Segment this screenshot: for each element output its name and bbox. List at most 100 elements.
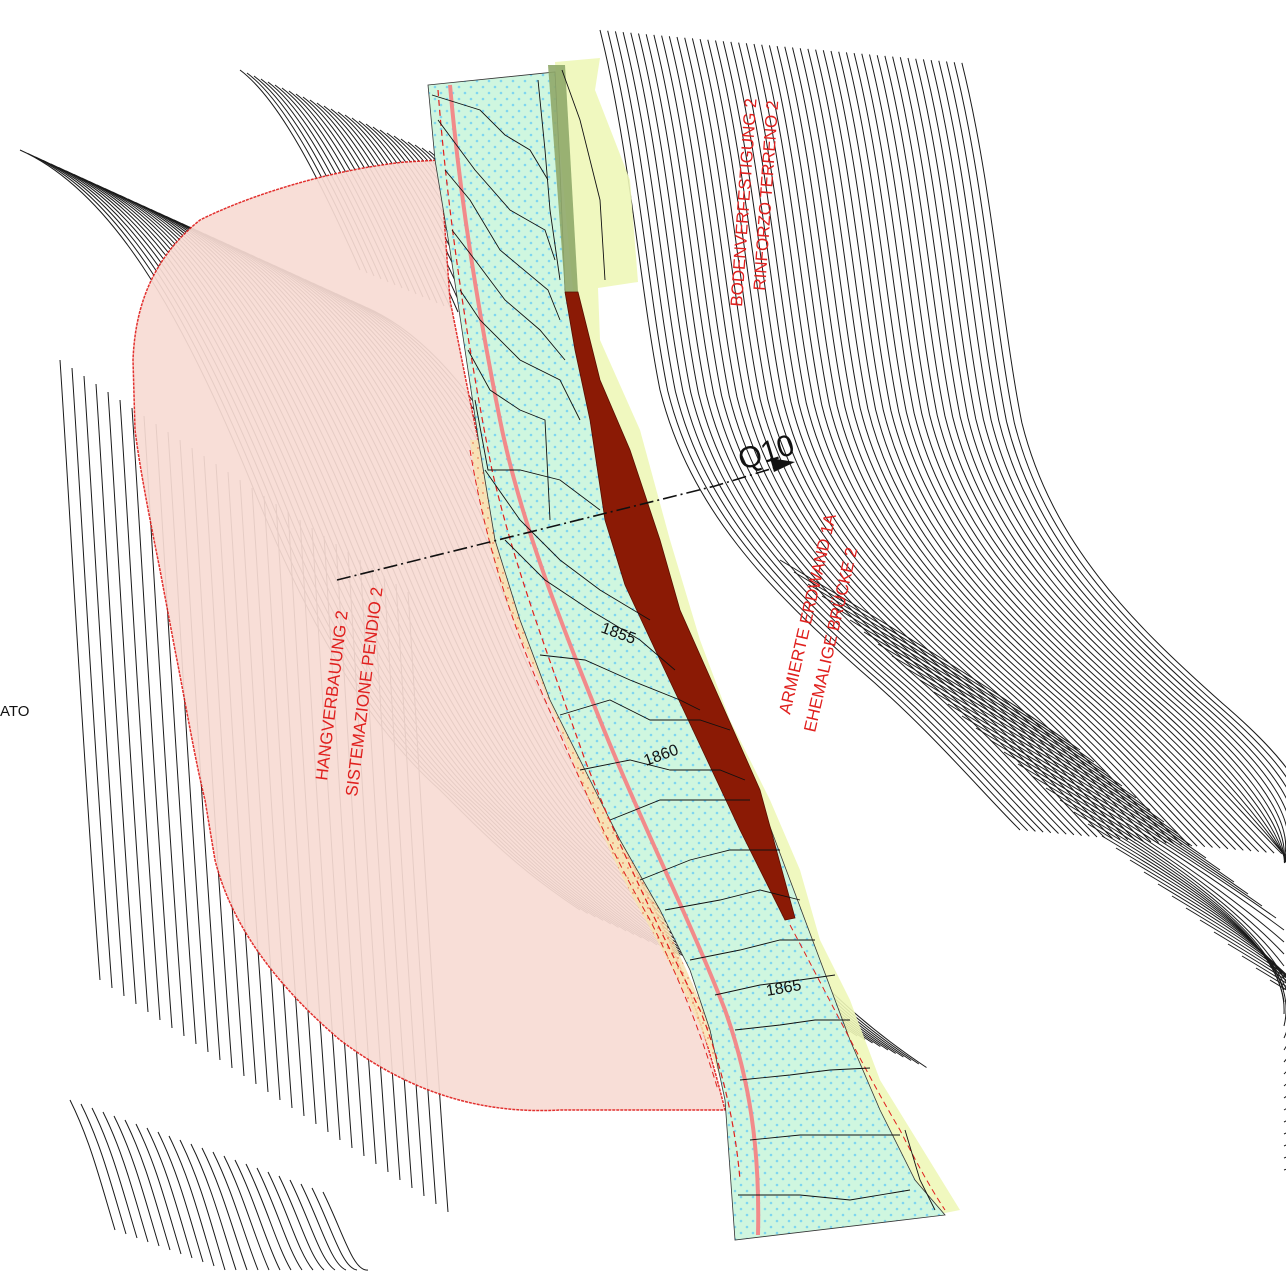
partial-label: ATO bbox=[0, 703, 29, 720]
contour-line bbox=[1003, 751, 1285, 943]
contour-line bbox=[1115, 847, 1286, 1039]
contour-line bbox=[146, 1127, 193, 1259]
contour-line bbox=[653, 34, 1075, 836]
contour-line bbox=[947, 703, 1249, 895]
contour-line bbox=[95, 383, 137, 1005]
contour-line bbox=[638, 33, 1059, 834]
contour-line bbox=[223, 1155, 270, 1271]
contour-line bbox=[891, 655, 1193, 847]
contour-line bbox=[869, 54, 1285, 855]
contour-line bbox=[1213, 931, 1286, 1123]
contour-line bbox=[607, 30, 1029, 832]
contour-line bbox=[961, 715, 1263, 907]
contour-line bbox=[922, 59, 1286, 860]
contour-line bbox=[845, 52, 1267, 853]
road-internal-contours bbox=[431, 69, 936, 1211]
contour-line bbox=[311, 1187, 358, 1271]
contour-line bbox=[124, 1119, 171, 1251]
contour-line bbox=[946, 61, 1286, 862]
contour-line bbox=[989, 739, 1285, 931]
contour-line bbox=[961, 62, 1286, 864]
drainage-strip bbox=[548, 65, 578, 292]
contour-line bbox=[849, 619, 1151, 811]
contour-line bbox=[1031, 775, 1285, 967]
contour-line bbox=[300, 1183, 347, 1271]
verge-zone bbox=[555, 58, 960, 1215]
contour-line bbox=[730, 41, 1152, 843]
contour-line bbox=[919, 679, 1221, 871]
contour-line bbox=[1185, 907, 1286, 1099]
contour-line bbox=[212, 1151, 259, 1271]
contour-line bbox=[102, 1111, 149, 1243]
contour-line bbox=[768, 45, 1190, 846]
elevation-label: 1865 bbox=[765, 977, 803, 1000]
contour-line bbox=[738, 42, 1159, 843]
contour-line bbox=[1255, 967, 1286, 1159]
contour-line bbox=[779, 559, 1081, 751]
contour-line bbox=[822, 50, 1244, 851]
contour-line bbox=[661, 35, 1082, 836]
contour-line bbox=[1227, 943, 1286, 1135]
contour-line bbox=[1087, 823, 1285, 1015]
contour-line bbox=[821, 595, 1123, 787]
contour-line bbox=[80, 1103, 127, 1235]
contour-line bbox=[1157, 883, 1286, 1075]
contour-line bbox=[699, 38, 1121, 840]
contour-line bbox=[861, 53, 1283, 855]
contour-line bbox=[884, 55, 1285, 857]
road-axis bbox=[448, 84, 761, 1236]
contour-line bbox=[201, 1147, 248, 1271]
contour-line bbox=[722, 41, 1144, 842]
contour-line bbox=[71, 367, 113, 989]
contour-line bbox=[168, 1135, 215, 1267]
contour-line bbox=[975, 727, 1277, 919]
contour-line bbox=[322, 1191, 369, 1271]
contour-line bbox=[815, 49, 1236, 850]
contour-line bbox=[190, 1143, 237, 1271]
road-edge-dashed bbox=[789, 924, 946, 1211]
contour-line bbox=[245, 1163, 292, 1271]
contour-line bbox=[119, 399, 161, 1021]
contour-line bbox=[91, 1107, 138, 1239]
contour-line bbox=[938, 60, 1286, 862]
contour-line bbox=[69, 1099, 116, 1231]
contour-line bbox=[267, 1171, 314, 1271]
section-label: Q10 bbox=[734, 429, 798, 477]
contour-line bbox=[278, 1175, 325, 1271]
contour-line bbox=[899, 57, 1285, 858]
contour-line bbox=[113, 1115, 160, 1247]
contour-line bbox=[876, 55, 1285, 856]
road-edge-dashed bbox=[469, 449, 719, 1091]
contour-line bbox=[707, 39, 1129, 841]
contour-line bbox=[784, 46, 1206, 848]
contour-line bbox=[131, 407, 173, 1029]
contour-line bbox=[157, 1131, 204, 1263]
contour-line bbox=[793, 571, 1095, 763]
contour-line bbox=[1017, 763, 1285, 955]
contour-line bbox=[234, 1159, 281, 1271]
contour-line bbox=[289, 1179, 336, 1271]
contour-line bbox=[930, 59, 1286, 861]
embankment-zone bbox=[470, 440, 740, 1110]
contour-line bbox=[59, 359, 101, 981]
contour-line bbox=[953, 62, 1286, 863]
contour-line bbox=[838, 51, 1260, 853]
contour-line bbox=[256, 1167, 303, 1271]
contour-line bbox=[799, 48, 1221, 849]
contour-line bbox=[1171, 895, 1286, 1087]
road-edge-dashed bbox=[437, 89, 741, 1181]
contour-line bbox=[830, 50, 1252, 852]
contour-line bbox=[135, 1123, 182, 1255]
contour-line bbox=[933, 691, 1235, 883]
section-arrow-icon bbox=[770, 458, 795, 472]
contour-line bbox=[905, 667, 1207, 859]
contour-line bbox=[1199, 919, 1286, 1111]
contour-line bbox=[915, 58, 1286, 859]
contour-line bbox=[622, 31, 1044, 833]
contour-line bbox=[1045, 787, 1285, 979]
reinforced-earth-wall bbox=[564, 291, 796, 921]
contour-line bbox=[761, 44, 1183, 846]
contour-line bbox=[1241, 955, 1286, 1147]
contour-line bbox=[691, 38, 1113, 839]
